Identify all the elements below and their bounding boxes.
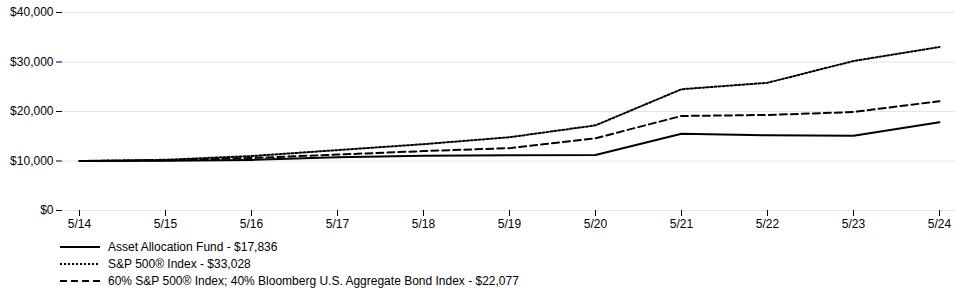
svg-text:5/19: 5/19 [498,217,522,231]
svg-text:5/18: 5/18 [412,217,436,231]
svg-text:5/15: 5/15 [154,217,178,231]
html-text:60% S&P 500® Index; 40% Bloomb: 60% S&P 500® Index; 40% Bloomberg U.S. A… [108,274,519,288]
svg-text:$40,000: $40,000 [10,5,54,19]
svg-text:5/23: 5/23 [842,217,866,231]
svg-text:5/24: 5/24 [928,217,952,231]
html-text:Asset Allocation Fund - $17,83: Asset Allocation Fund - $17,836 [108,240,278,254]
svg-text:5/17: 5/17 [326,217,350,231]
svg-text:5/14: 5/14 [68,217,92,231]
svg-text:5/16: 5/16 [240,217,264,231]
svg-text:$0: $0 [40,203,54,217]
svg-text:$10,000: $10,000 [10,154,54,168]
svg-text:5/21: 5/21 [670,217,694,231]
svg-text:$30,000: $30,000 [10,55,54,69]
svg-text:$20,000: $20,000 [10,104,54,118]
html-text:S&P 500® Index - $33,028: S&P 500® Index - $33,028 [108,257,251,271]
svg-text:5/20: 5/20 [584,217,608,231]
svg-text:5/22: 5/22 [756,217,780,231]
